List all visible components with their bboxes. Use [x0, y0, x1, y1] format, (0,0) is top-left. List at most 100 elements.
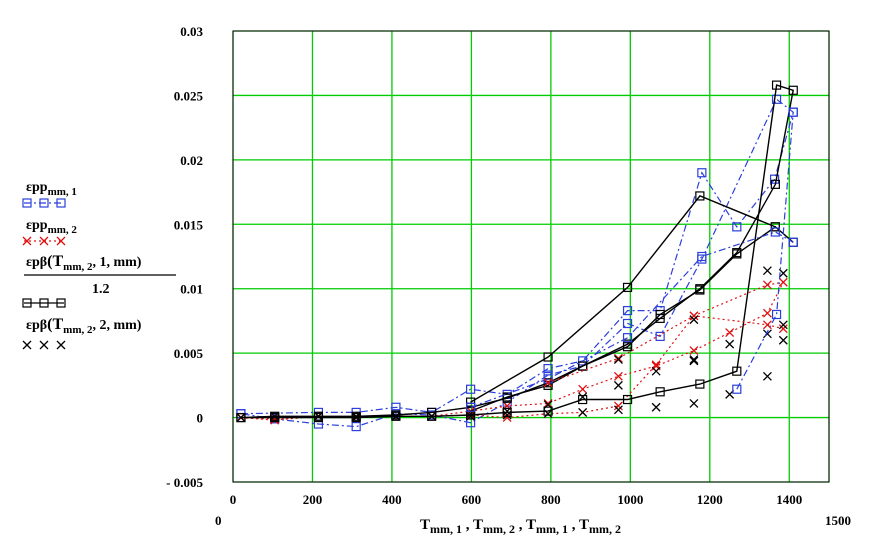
data-point-marker	[236, 413, 246, 423]
x-tick-label: 1200	[697, 492, 723, 507]
series-6	[466, 191, 780, 407]
x-axis-label-sep1: , T	[462, 517, 483, 533]
data-point-marker	[543, 406, 553, 416]
data-point-marker	[762, 320, 772, 330]
data-point-marker	[788, 237, 798, 247]
y-tick-label: 0.02	[180, 153, 203, 168]
data-point-marker	[770, 179, 780, 189]
data-point-marker	[466, 402, 476, 412]
data-point-marker	[236, 412, 246, 423]
data-point-marker	[762, 266, 772, 276]
y-tick-label: 0.01	[180, 282, 203, 297]
data-point-marker	[778, 324, 788, 334]
data-point-marker	[543, 352, 553, 362]
data-point-marker	[39, 298, 49, 308]
series-3	[236, 80, 798, 423]
series-8	[732, 107, 798, 394]
data-point-marker	[771, 80, 782, 90]
data-point-marker	[578, 361, 588, 371]
data-point-marker	[695, 191, 705, 201]
data-point-marker	[778, 268, 788, 278]
legend-label-4-main: εpβ	[26, 318, 47, 333]
x-tick-label: 1400	[776, 492, 802, 507]
data-point-marker	[613, 355, 623, 365]
data-point-marker	[543, 398, 553, 408]
series-line	[470, 195, 776, 403]
data-point-marker	[770, 222, 780, 232]
data-point-marker	[56, 236, 66, 246]
data-point-marker	[578, 407, 588, 417]
data-point-marker	[770, 227, 780, 237]
data-point-marker	[655, 387, 665, 397]
x-axis-label-sub4: mm, 2	[589, 522, 621, 536]
legend-label-3-arg-rest: , 1, mm)	[92, 255, 141, 270]
data-point-marker	[732, 366, 742, 376]
data-point-marker	[466, 384, 476, 394]
data-point-marker	[351, 413, 361, 423]
data-point-marker	[655, 331, 665, 341]
data-point-marker	[543, 400, 553, 410]
x-axis-end-labels: 0 1500	[215, 513, 851, 528]
legend-label-4-arg-open: (T	[47, 316, 63, 333]
series-4	[236, 266, 788, 423]
data-point-marker	[771, 309, 782, 320]
data-point-marker	[313, 411, 323, 421]
data-point-marker	[466, 411, 476, 421]
data-point-marker	[391, 411, 401, 421]
y-tick-label: 0.025	[174, 88, 204, 103]
data-point-marker	[578, 356, 588, 366]
series-1	[236, 94, 798, 432]
y-tick-label: 0	[197, 411, 204, 426]
x-axis-label-sep3: , T	[568, 517, 589, 533]
series-line	[470, 226, 794, 412]
x-axis-max-label: 1500	[825, 513, 851, 528]
data-point-marker	[22, 198, 32, 208]
x-tick-label: 1000	[617, 492, 643, 507]
data-point-marker	[762, 371, 772, 381]
series-10	[613, 315, 788, 381]
data-point-marker	[651, 402, 661, 412]
data-point-marker	[543, 380, 553, 390]
data-point-marker	[778, 335, 788, 345]
y-tick-labels: - 0.005 0 0.005 0.01 0.015 0.02 0.025 0.03	[166, 24, 203, 490]
legend: εppmm, 1 εppmm, 2 εpβ(Tmm, 2, 1, mm) 1.2…	[22, 180, 176, 350]
data-point-marker	[578, 384, 588, 394]
data-point-marker	[771, 94, 782, 104]
data-point-marker	[689, 315, 699, 325]
data-point-marker	[613, 401, 623, 411]
data-point-marker	[732, 249, 742, 259]
data-point-marker	[578, 392, 588, 402]
legend-label-2: εppmm, 2	[26, 218, 77, 236]
data-point-marker	[543, 409, 553, 419]
data-point-marker	[622, 342, 633, 352]
x-tick-label: 400	[382, 492, 402, 507]
data-point-marker	[732, 222, 742, 232]
series-line	[736, 112, 794, 390]
x-axis-label-sub1: mm, 1	[430, 522, 462, 536]
plot-frame	[232, 30, 830, 483]
data-point-marker	[689, 356, 699, 366]
x-tick-label: 0	[230, 492, 237, 507]
x-axis-min-label: 0	[215, 513, 222, 528]
data-point-marker	[788, 107, 798, 117]
data-point-marker	[689, 346, 699, 356]
data-point-marker	[613, 405, 623, 415]
data-point-marker	[697, 168, 707, 178]
x-axis-label-main: T	[420, 517, 430, 533]
legend-symbol-3	[22, 298, 66, 308]
legend-label-4: εpβ(Tmm, 2, 2, mm)	[26, 316, 142, 336]
data-point-marker	[391, 411, 401, 421]
data-point-marker	[39, 198, 49, 208]
data-point-marker	[543, 378, 553, 388]
legend-label-3: εpβ(Tmm, 2, 1, mm)	[26, 253, 142, 273]
data-point-marker	[769, 174, 780, 184]
legend-label-1-sub: mm, 1	[48, 186, 77, 198]
legend-label-4-arg-sub: mm, 2	[63, 324, 93, 336]
data-point-marker	[22, 298, 32, 308]
data-point-marker	[689, 398, 699, 408]
data-point-marker	[695, 285, 705, 295]
data-point-marker	[351, 421, 361, 432]
data-point-marker	[502, 392, 512, 402]
series-layer	[236, 80, 798, 432]
